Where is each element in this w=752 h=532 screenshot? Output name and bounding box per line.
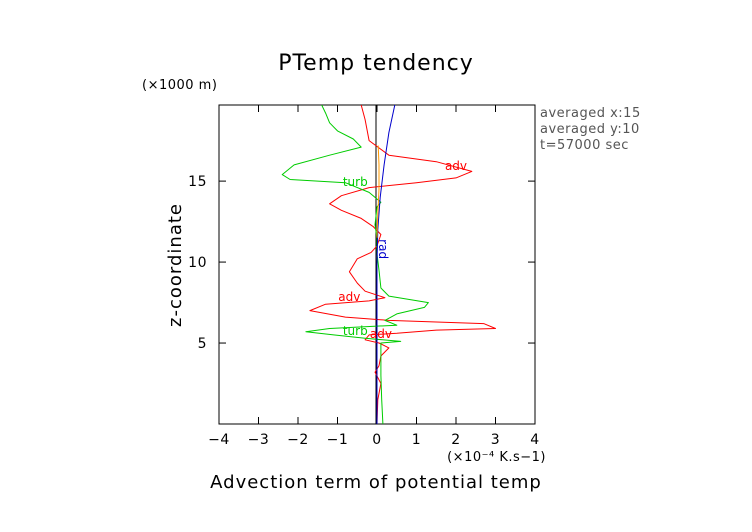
y-tick-label: 10 (188, 255, 207, 271)
series-label-rad: rad (376, 239, 390, 259)
y-axis-title: z-coordinate (165, 203, 186, 327)
chart-title: PTemp tendency (278, 51, 474, 76)
info-line-2: averaged y:10 (540, 122, 640, 137)
x-tick-label: −2 (287, 432, 309, 448)
x-tick-label: −3 (248, 432, 270, 448)
x-axis-title: Advection term of potential temp (210, 472, 542, 493)
series-label-adv: adv (445, 159, 467, 173)
y-unit-label: (×1000 m) (142, 78, 217, 93)
series-label-adv: adv (370, 327, 392, 341)
series-line-series-3 (376, 145, 380, 238)
series-line-rad (376, 105, 396, 424)
series-line-turb (281, 105, 429, 424)
x-tick-label: −1 (327, 432, 349, 448)
x-tick-label: 1 (412, 432, 421, 448)
x-tick-label: −4 (208, 432, 230, 448)
series-label-adv: adv (338, 290, 360, 304)
x-unit-label: (×10⁻⁴ K.s−1) (447, 450, 546, 465)
ticks-group: −4 −3 −2 −1 0 1 2 3 4 5 10 15 (188, 105, 539, 448)
y-tick-label: 15 (188, 174, 207, 190)
series-group (281, 105, 496, 424)
series-label-turb: turb (343, 175, 368, 189)
y-tick-label: 5 (198, 336, 207, 352)
info-line-1: averaged x:15 (540, 106, 641, 121)
info-line-3: t=57000 sec (540, 138, 629, 153)
x-tick-label: 4 (530, 432, 539, 448)
series-label-turb: turb (343, 324, 368, 338)
x-tick-label: 2 (451, 432, 460, 448)
x-tick-label: 0 (372, 432, 381, 448)
x-tick-label: 3 (491, 432, 500, 448)
